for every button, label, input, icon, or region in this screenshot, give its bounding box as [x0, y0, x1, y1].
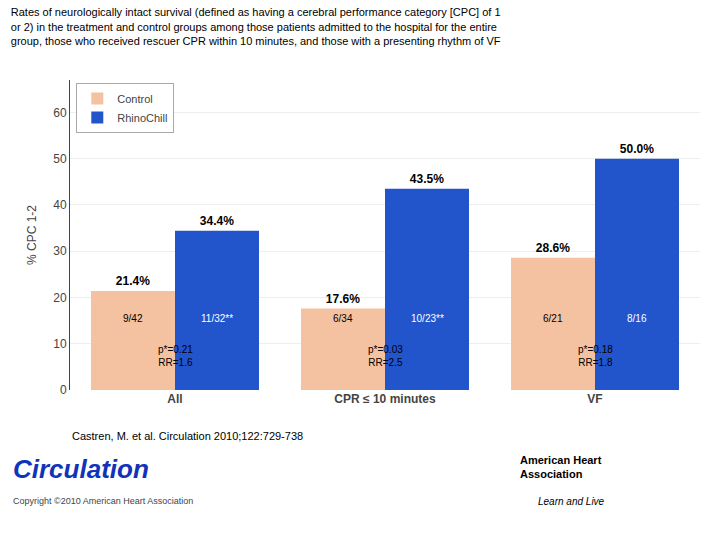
svg-text:0: 0: [60, 383, 67, 397]
svg-text:40: 40: [53, 198, 67, 212]
svg-text:All: All: [167, 392, 182, 406]
svg-text:28.6%: 28.6%: [536, 241, 570, 255]
svg-text:43.5%: 43.5%: [410, 172, 444, 186]
svg-text:6/34: 6/34: [333, 313, 353, 324]
svg-text:Copyright ©2010 American Heart: Copyright ©2010 American Heart Associati…: [13, 496, 193, 506]
svg-text:CPR ≤ 10 minutes: CPR ≤ 10 minutes: [334, 392, 436, 406]
svg-text:Circulation: Circulation: [13, 454, 149, 484]
svg-text:9/42: 9/42: [123, 313, 143, 324]
svg-text:p*=0.18RR=1.8: p*=0.18RR=1.8: [578, 344, 613, 368]
svg-text:21.4%: 21.4%: [116, 274, 150, 288]
svg-text:10/23**: 10/23**: [411, 313, 444, 324]
svg-text:30: 30: [53, 244, 67, 258]
svg-text:50: 50: [53, 152, 67, 166]
svg-text:17.6%: 17.6%: [326, 292, 360, 306]
svg-text:8/16: 8/16: [627, 313, 647, 324]
svg-text:10: 10: [53, 337, 67, 351]
svg-text:VF: VF: [587, 392, 602, 406]
svg-text:p*=0.21RR=1.6: p*=0.21RR=1.6: [158, 344, 193, 368]
svg-text:50.0%: 50.0%: [620, 142, 654, 156]
svg-text:American HeartAssociation: American HeartAssociation: [520, 454, 602, 480]
svg-text:34.4%: 34.4%: [200, 214, 234, 228]
svg-text:60: 60: [53, 106, 67, 120]
svg-text:p*=0.03RR=2.5: p*=0.03RR=2.5: [368, 344, 403, 368]
svg-text:11/32**: 11/32**: [201, 313, 233, 324]
svg-text:20: 20: [53, 291, 67, 305]
svg-text:Castren, M. et al. Circulation: Castren, M. et al. Circulation 2010;122:…: [72, 430, 303, 442]
svg-text:Rates of neurologically intact: Rates of neurologically intact survival …: [11, 6, 501, 47]
svg-text:RhinoChill: RhinoChill: [117, 112, 167, 124]
svg-text:Control: Control: [117, 93, 152, 105]
svg-text:6/21: 6/21: [543, 313, 563, 324]
svg-text:Learn and Live: Learn and Live: [538, 496, 605, 507]
svg-text:% CPC 1-2: % CPC 1-2: [25, 205, 39, 265]
